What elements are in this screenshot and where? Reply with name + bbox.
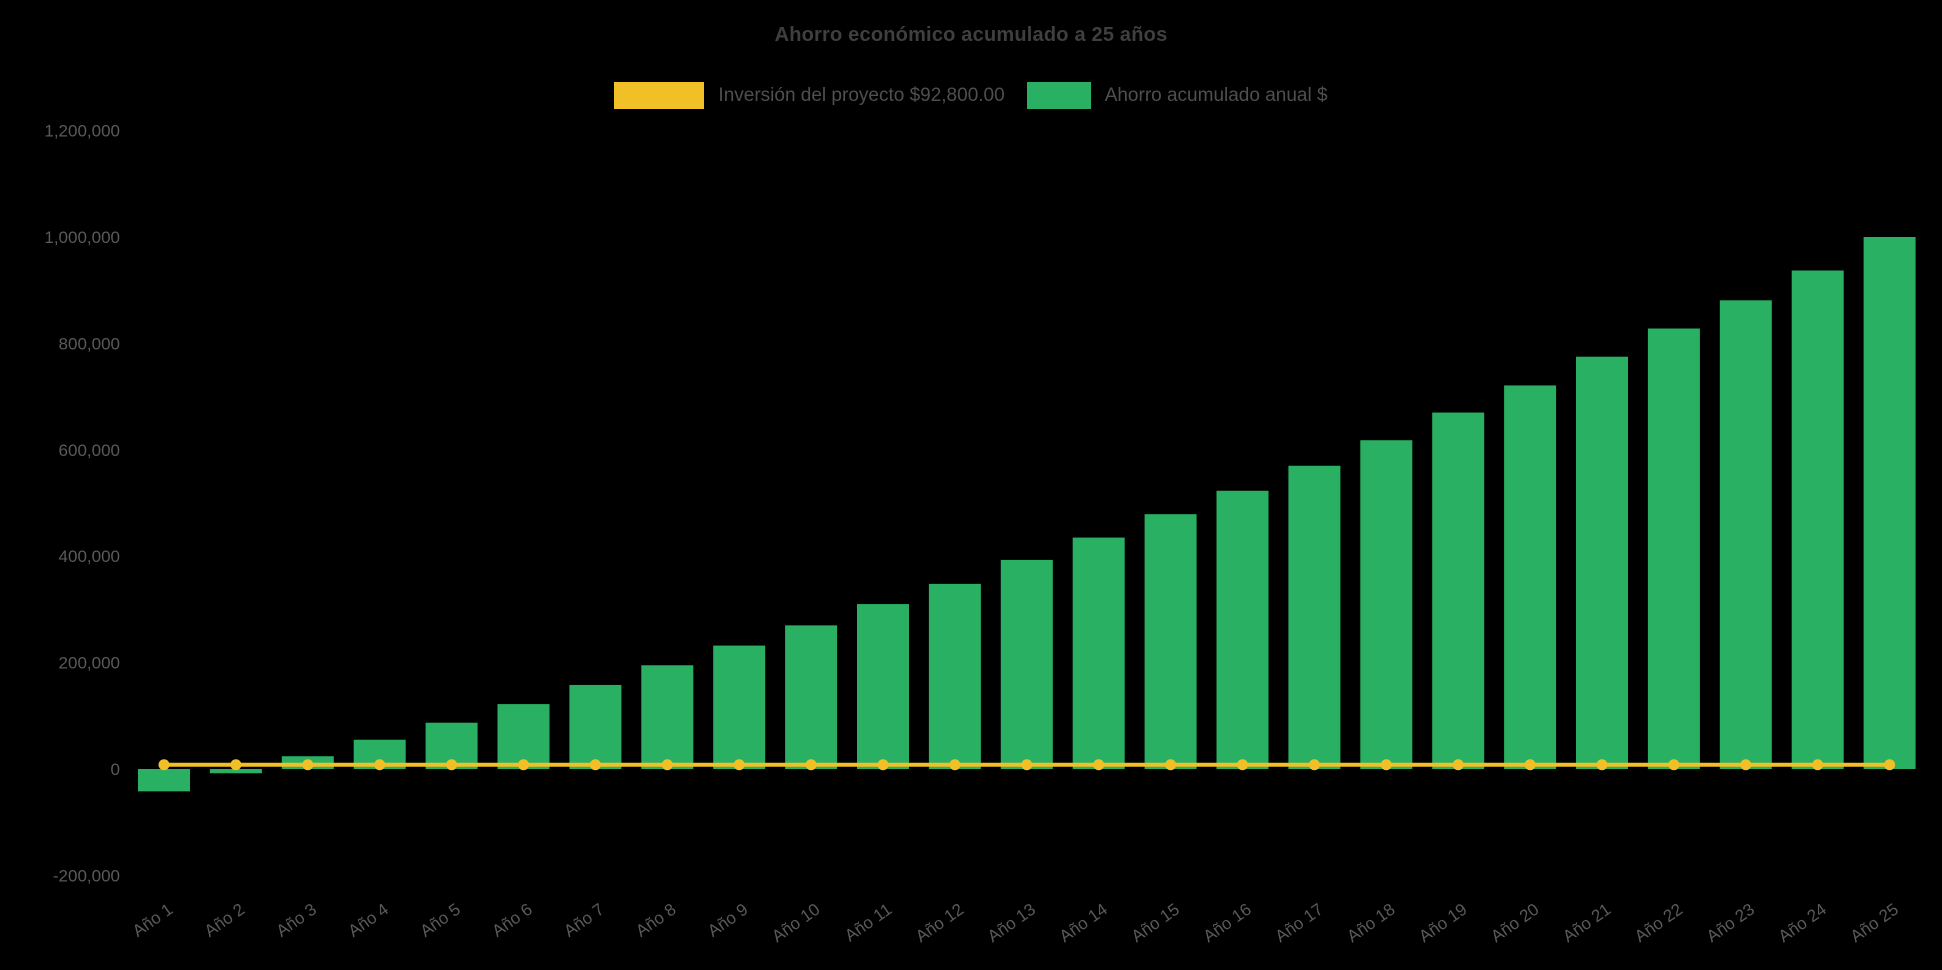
investment-line-marker: [1021, 759, 1033, 771]
x-tick-label: Año 15: [1128, 900, 1183, 946]
x-tick-label: Año 6: [488, 900, 535, 941]
savings-bar-24: [1791, 270, 1844, 769]
y-tick-label: 1,000,000: [44, 228, 120, 247]
savings-bar-17: [1288, 465, 1341, 769]
legend-item-savings[interactable]: Ahorro acumulado anual $: [1026, 82, 1328, 109]
y-tick-label: 800,000: [59, 334, 120, 353]
savings-bar-6: [497, 704, 550, 769]
investment-line-marker: [302, 759, 314, 771]
x-tick-label: Año 14: [1056, 900, 1111, 946]
savings-bar-2: [209, 769, 262, 774]
investment-line-marker: [1237, 759, 1248, 771]
chart-legend: Inversión del proyecto $92,800.00 Ahorro…: [0, 82, 1942, 109]
x-tick-label: Año 8: [632, 900, 679, 941]
x-tick-label: Año 10: [768, 900, 823, 946]
x-tick-label: Año 4: [345, 900, 392, 941]
investment-line-marker: [158, 759, 170, 771]
savings-bar-8: [641, 665, 694, 769]
savings-bar-10: [785, 625, 838, 769]
investment-line-marker: [1452, 759, 1464, 771]
x-tick-label: Año 23: [1703, 900, 1758, 946]
x-tick-label: Año 1: [129, 900, 176, 941]
investment-line-marker: [877, 759, 889, 771]
x-tick-label: Año 21: [1559, 900, 1614, 946]
savings-bar-1: [138, 769, 190, 792]
x-tick-label: Año 16: [1200, 900, 1255, 946]
savings-bar-12: [928, 583, 981, 769]
chart-title: Ahorro económico acumulado a 25 años: [774, 24, 1168, 46]
y-tick-label: 1,200,000: [44, 122, 120, 141]
legend-swatch-savings-icon: [1026, 82, 1091, 109]
x-tick-label: Año 7: [560, 900, 607, 941]
x-tick-label: Año 11: [841, 900, 895, 946]
investment-line-marker: [805, 759, 817, 771]
y-tick-label: -200,000: [53, 866, 120, 885]
legend-label-investment: Inversión del proyecto $92,800.00: [718, 84, 1005, 106]
x-tick-label: Año 24: [1775, 900, 1830, 946]
savings-bar-15: [1144, 514, 1197, 769]
x-tick-label: Año 13: [984, 900, 1039, 946]
investment-line-marker: [1524, 759, 1536, 771]
savings-bar-18: [1360, 440, 1413, 769]
savings-bar-7: [569, 684, 622, 769]
x-tick-label: Año 18: [1344, 900, 1399, 946]
x-tick-label: Año 2: [201, 900, 248, 941]
savings-bar-22: [1647, 328, 1700, 769]
investment-line-marker: [1093, 759, 1105, 771]
investment-line-marker: [949, 759, 961, 771]
savings-bar-16: [1216, 490, 1269, 769]
investment-line-marker: [446, 759, 458, 771]
y-tick-label: 0: [111, 760, 120, 779]
x-tick-label: Año 20: [1487, 900, 1542, 946]
investment-line-marker: [1812, 759, 1824, 771]
investment-line-marker: [1668, 759, 1680, 771]
savings-bar-20: [1504, 385, 1557, 769]
investment-line-marker: [1380, 759, 1392, 771]
x-tick-label: Año 25: [1847, 900, 1902, 946]
savings-bar-25: [1863, 237, 1916, 769]
investment-line-marker: [518, 759, 529, 771]
investment-line-marker: [661, 759, 673, 771]
investment-line-marker: [733, 759, 745, 771]
savings-bar-21: [1576, 356, 1628, 769]
savings-bar-19: [1432, 412, 1485, 769]
savings-bar-14: [1072, 537, 1125, 769]
legend-label-savings: Ahorro acumulado anual $: [1104, 84, 1328, 106]
legend-item-investment[interactable]: Inversión del proyecto $92,800.00: [614, 82, 1005, 109]
investment-line-marker: [230, 759, 242, 771]
y-tick-label: 200,000: [59, 654, 120, 673]
investment-line-marker: [1596, 759, 1608, 771]
investment-line-marker: [1884, 759, 1896, 771]
investment-line-marker: [1740, 759, 1752, 771]
x-tick-label: Año 12: [912, 900, 967, 946]
legend-swatch-investment-icon: [614, 82, 705, 109]
x-tick-label: Año 3: [273, 900, 320, 941]
y-tick-label: 600,000: [59, 441, 120, 460]
investment-line-marker: [589, 759, 601, 771]
savings-bar-9: [713, 645, 766, 769]
investment-line-marker: [374, 759, 386, 771]
x-tick-label: Año 9: [704, 900, 751, 941]
investment-line-marker: [1165, 759, 1177, 771]
x-tick-label: Año 22: [1631, 900, 1686, 946]
x-tick-label: Año 17: [1272, 900, 1327, 946]
x-tick-label: Año 5: [417, 900, 464, 941]
savings-bar-13: [1000, 559, 1053, 769]
investment-line-marker: [1308, 759, 1320, 771]
y-tick-label: 400,000: [59, 547, 120, 566]
savings-bar-11: [857, 604, 909, 769]
x-tick-label: Año 19: [1415, 900, 1470, 946]
savings-bar-23: [1719, 300, 1772, 769]
